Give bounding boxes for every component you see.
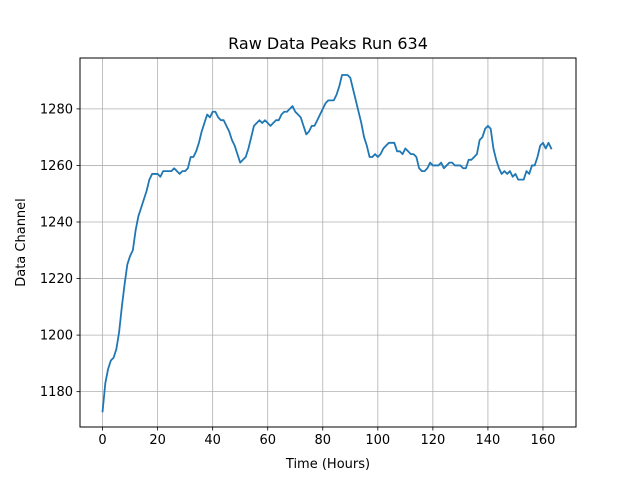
x-tick-label: 20: [149, 433, 166, 448]
plot-area: [80, 58, 576, 427]
y-tick-label: 1220: [40, 272, 73, 287]
y-tick-label: 1240: [40, 216, 73, 231]
y-tick-label: 1200: [40, 329, 73, 344]
gridlines: [80, 58, 576, 427]
x-tick-label: 0: [98, 433, 106, 448]
x-tick-label: 160: [531, 433, 556, 448]
chart-title: Raw Data Peaks Run 634: [228, 34, 428, 53]
x-tick-label: 60: [259, 433, 276, 448]
y-axis-title: Data Channel: [14, 198, 29, 287]
x-tick-label: 140: [476, 433, 501, 448]
x-tick-label: 120: [420, 433, 445, 448]
x-axis-title: Time (Hours): [285, 457, 370, 472]
series-line: [101, 74, 553, 413]
x-tick-label: 80: [314, 433, 331, 448]
y-tick-label: 1280: [40, 102, 73, 117]
plot-frame: [79, 57, 577, 428]
y-tick-label: 1260: [40, 159, 73, 174]
x-tick-label: 100: [365, 433, 390, 448]
y-tick-label: 1180: [40, 385, 73, 400]
x-tick-label: 40: [204, 433, 221, 448]
ticks: 0 20 40 60 80 100 120 140 160 1180 1200 1220 1240 126…: [40, 102, 555, 448]
series-layer: [101, 74, 553, 413]
